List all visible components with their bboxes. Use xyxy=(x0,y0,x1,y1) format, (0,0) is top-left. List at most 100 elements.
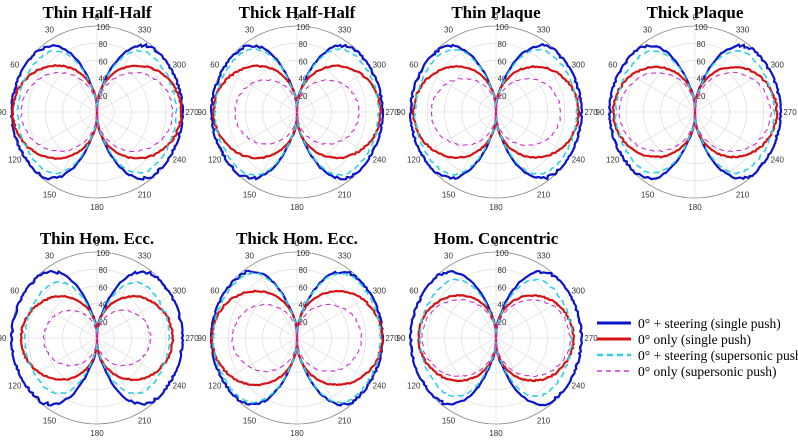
angle-tick-label: 270 xyxy=(185,334,199,343)
angle-tick-label: 300 xyxy=(373,287,387,296)
angle-tick-label: 210 xyxy=(338,190,352,199)
angle-tick-label: 270 xyxy=(783,108,797,117)
angle-tick-label: 300 xyxy=(572,61,586,70)
panel-title: Thin Half-Half xyxy=(42,3,151,22)
angular-gridline xyxy=(22,111,98,156)
angle-tick-label: 270 xyxy=(385,108,399,117)
legend-entry-steer-single: 0° + steering (single push) xyxy=(597,316,781,331)
angle-tick-label: 60 xyxy=(409,61,418,70)
series-line-steer-super xyxy=(23,280,171,395)
legend-entry-steer-super: 0° + steering (supersonic push) xyxy=(597,348,798,363)
angular-gridline xyxy=(96,68,172,113)
radial-tick-label: 80 xyxy=(99,40,108,49)
radial-tick-label: 60 xyxy=(697,57,706,66)
radial-tick-label: 40 xyxy=(299,301,308,310)
panel-title: Hom. Concentric xyxy=(434,229,559,248)
angular-gridline xyxy=(296,111,341,187)
angular-gridline xyxy=(253,337,298,413)
angular-gridline xyxy=(96,111,141,187)
legend-label: 0° only (supersonic push) xyxy=(638,364,777,379)
angle-tick-label: 240 xyxy=(572,382,586,391)
angle-tick-label: 210 xyxy=(138,416,152,425)
angular-gridline xyxy=(53,37,98,113)
angle-tick-label: 60 xyxy=(608,61,617,70)
angle-tick-label: 270 xyxy=(385,334,399,343)
angle-tick-label: 30 xyxy=(444,26,453,35)
panel-title: Thick Half-Half xyxy=(239,3,356,22)
angle-tick-label: 90 xyxy=(0,108,7,117)
angle-tick-label: 60 xyxy=(10,61,19,70)
panel-title: Thick Hom. Ecc. xyxy=(236,229,358,248)
radial-tick-label: 100 xyxy=(96,23,110,32)
angle-tick-label: 330 xyxy=(537,26,551,35)
series-line-only-super xyxy=(19,71,174,153)
angular-gridline xyxy=(53,263,98,339)
angular-gridline xyxy=(694,68,770,113)
angle-tick-label: 120 xyxy=(8,382,22,391)
angular-gridline xyxy=(253,263,298,339)
radial-tick-label: 20 xyxy=(99,92,108,101)
series-line-only-super xyxy=(430,77,562,147)
series-line-only-super xyxy=(233,78,361,146)
angle-tick-label: 180 xyxy=(489,429,503,438)
angle-tick-label: 270 xyxy=(584,334,598,343)
angular-gridline xyxy=(53,337,98,413)
angle-tick-label: 0 xyxy=(95,239,100,248)
angular-gridline xyxy=(452,111,497,187)
angular-gridline xyxy=(296,294,372,339)
angle-tick-label: 30 xyxy=(643,26,652,35)
angular-gridline xyxy=(53,111,98,187)
angular-gridline xyxy=(96,337,141,413)
radial-tick-label: 40 xyxy=(498,75,507,84)
angular-gridline xyxy=(296,263,341,339)
angle-tick-label: 120 xyxy=(407,382,421,391)
angular-gridline xyxy=(296,337,372,382)
polar-panel: Thin Hom. Ecc.0 30 60 90 120 150 180 210 240 270 3… xyxy=(0,229,199,438)
angle-tick-label: 90 xyxy=(397,334,406,343)
angle-tick-label: 240 xyxy=(173,156,187,165)
legend-entry-only-super: 0° only (supersonic push) xyxy=(597,364,777,379)
angle-tick-label: 180 xyxy=(688,203,702,212)
angle-tick-label: 210 xyxy=(736,190,750,199)
angular-gridline xyxy=(96,294,172,339)
angle-tick-label: 330 xyxy=(138,252,152,261)
angular-gridline xyxy=(495,263,540,339)
radial-tick-label: 60 xyxy=(498,283,507,292)
angular-gridline xyxy=(452,337,497,413)
angle-tick-label: 180 xyxy=(90,203,104,212)
panel-title: Thin Plaque xyxy=(451,3,541,22)
angular-gridline xyxy=(421,111,497,156)
angle-tick-label: 90 xyxy=(0,334,7,343)
angular-gridline xyxy=(296,68,372,113)
radial-tick-label: 100 xyxy=(296,249,310,258)
series-line-only-super xyxy=(618,71,772,153)
angle-tick-label: 210 xyxy=(138,190,152,199)
angle-tick-label: 300 xyxy=(572,287,586,296)
angle-tick-label: 180 xyxy=(489,203,503,212)
angular-gridline xyxy=(296,37,341,113)
series-line-only-super xyxy=(231,303,363,373)
series-line-steer-super xyxy=(418,278,573,398)
angle-tick-label: 30 xyxy=(444,252,453,261)
radial-tick-label: 100 xyxy=(495,249,509,258)
angle-tick-label: 30 xyxy=(45,26,54,35)
angle-tick-label: 150 xyxy=(43,416,57,425)
angle-tick-label: 180 xyxy=(90,429,104,438)
radial-tick-label: 20 xyxy=(299,318,308,327)
angle-tick-label: 120 xyxy=(606,156,620,165)
radial-tick-label: 80 xyxy=(498,266,507,275)
legend-entry-only-single: 0° only (single push) xyxy=(597,332,751,347)
angle-tick-label: 0 xyxy=(95,13,100,22)
radial-tick-label: 40 xyxy=(498,301,507,310)
angle-tick-label: 240 xyxy=(173,382,187,391)
angle-tick-label: 330 xyxy=(138,26,152,35)
angle-tick-label: 180 xyxy=(290,203,304,212)
angular-gridline xyxy=(495,294,571,339)
panel-title: Thick Plaque xyxy=(647,3,744,22)
angle-tick-label: 90 xyxy=(198,108,207,117)
angular-gridline xyxy=(222,337,298,382)
angular-gridline xyxy=(694,37,739,113)
angular-gridline xyxy=(651,37,696,113)
radial-tick-label: 20 xyxy=(99,318,108,327)
